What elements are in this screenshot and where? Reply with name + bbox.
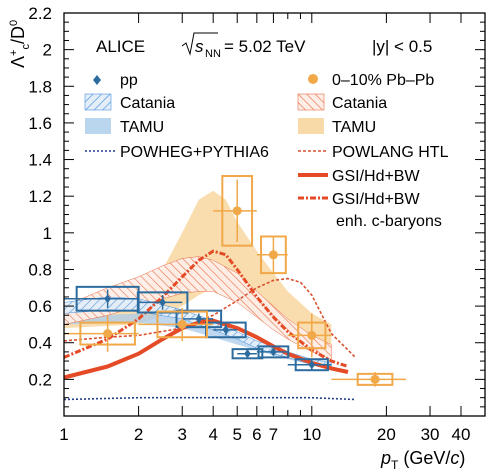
experiment-label: ALICE bbox=[96, 37, 145, 56]
legend-entry-powlang: POWLANG HTL bbox=[298, 144, 449, 161]
y-tick-label: 1.2 bbox=[28, 187, 52, 206]
data-point-pp bbox=[270, 347, 277, 357]
svg-text:0–10% Pb–Pb: 0–10% Pb–Pb bbox=[332, 72, 434, 89]
svg-text:= 5.02 TeV: = 5.02 TeV bbox=[224, 37, 306, 56]
legend: pp Catania TAMU POWHEG+PYTHIA6 0–10% Pb–… bbox=[84, 72, 449, 230]
x-axis-label: pT (GeV/c) bbox=[380, 448, 465, 472]
svg-text:TAMU: TAMU bbox=[120, 119, 164, 136]
y-tick-label: 0.8 bbox=[28, 260, 52, 279]
model-curves bbox=[63, 249, 356, 401]
data-point-pp bbox=[159, 297, 166, 307]
legend-entry-catania-pbpb: Catania bbox=[297, 93, 387, 112]
sys-box-pp bbox=[231, 348, 264, 360]
data-point-0-10-pb-pb bbox=[177, 319, 187, 329]
x-tick-label: 10 bbox=[302, 425, 321, 444]
data-point-0-10-pb-pb bbox=[232, 206, 242, 216]
data-points bbox=[64, 175, 407, 387]
svg-text:POWHEG+PYTHIA6: POWHEG+PYTHIA6 bbox=[120, 144, 269, 161]
svg-text:GSI/Hd+BW: GSI/Hd+BW bbox=[332, 191, 420, 208]
curve-gsi-hd-bw-enh-c-baryons bbox=[63, 249, 349, 368]
svg-text:Catania: Catania bbox=[332, 95, 387, 112]
x-tick-label: 6 bbox=[252, 425, 261, 444]
data-point-pp bbox=[104, 294, 112, 304]
legend-entry-pbpb: 0–10% Pb–Pb bbox=[308, 72, 434, 89]
data-point-0-10-pb-pb bbox=[307, 330, 317, 340]
legend-entry-gsi: GSI/Hd+BW bbox=[298, 168, 420, 185]
x-tick-label: 3 bbox=[177, 425, 186, 444]
data-point-pp bbox=[222, 325, 230, 335]
data-point-pp bbox=[308, 360, 316, 370]
legend-entry-tamu-pbpb: TAMU bbox=[298, 118, 376, 136]
svg-text:Catania: Catania bbox=[120, 95, 175, 112]
axes: 1 2 3 4 5 6 7 10 20 30 40 0.2 0.4 0.6 0.8 1 1.2 1.4 1.6 1.8… bbox=[28, 4, 486, 444]
x-tick-label: 5 bbox=[232, 425, 241, 444]
legend-entry-catania-pp: Catania bbox=[84, 93, 175, 112]
y-tick-label: 2.2 bbox=[28, 4, 52, 23]
y-tick-label: 1 bbox=[43, 224, 52, 243]
data-point-pp bbox=[244, 349, 251, 359]
svg-text:TAMU: TAMU bbox=[332, 119, 376, 136]
energy-label: s NN = 5.02 TeV bbox=[181, 32, 306, 60]
data-point-pp bbox=[195, 314, 203, 324]
x-tick-label: 1 bbox=[59, 425, 68, 444]
x-tick-label: 4 bbox=[208, 425, 217, 444]
x-tick-label: 2 bbox=[134, 425, 143, 444]
y-tick-label: 0.4 bbox=[28, 334, 52, 353]
rapidity-label: |y| < 0.5 bbox=[372, 37, 432, 56]
band-catania-pb-pb bbox=[63, 256, 332, 360]
legend-entry-tamu-pp: TAMU bbox=[85, 118, 164, 136]
y-tick-label: 0.6 bbox=[28, 297, 52, 316]
x-tick-label: 20 bbox=[377, 425, 396, 444]
svg-text:NN: NN bbox=[205, 48, 221, 60]
legend-entry-pp: pp bbox=[93, 72, 138, 89]
legend-entry-powheg: POWHEG+PYTHIA6 bbox=[85, 144, 269, 161]
svg-text:s: s bbox=[195, 37, 204, 56]
svg-text:POWLANG HTL: POWLANG HTL bbox=[332, 144, 449, 161]
data-point-0-10-pb-pb bbox=[268, 250, 278, 260]
x-tick-label: 7 bbox=[269, 425, 278, 444]
y-tick-label: 1.8 bbox=[28, 77, 52, 96]
x-tick-label: 30 bbox=[421, 425, 440, 444]
data-point-0-10-pb-pb bbox=[103, 329, 113, 339]
y-axis-label: Λ+c/D0 bbox=[8, 20, 32, 68]
y-tick-label: 2 bbox=[43, 41, 52, 60]
legend-entry-gsi-enh: GSI/Hd+BW enh. c-baryons bbox=[298, 191, 442, 230]
svg-text:GSI/Hd+BW: GSI/Hd+BW bbox=[332, 168, 420, 185]
curve-powheg-pythia6 bbox=[63, 396, 356, 401]
data-point-0-10-pb-pb bbox=[370, 374, 380, 384]
y-tick-label: 0.2 bbox=[28, 370, 52, 389]
y-tick-label: 1.4 bbox=[28, 151, 52, 170]
svg-text:enh. c-baryons: enh. c-baryons bbox=[336, 213, 442, 230]
svg-text:pp: pp bbox=[120, 72, 138, 89]
curve-powlang-htl bbox=[63, 277, 356, 358]
curve-gsi-hd-bw bbox=[63, 318, 349, 380]
x-tick-label: 40 bbox=[452, 425, 471, 444]
y-tick-label: 1.6 bbox=[28, 114, 52, 133]
